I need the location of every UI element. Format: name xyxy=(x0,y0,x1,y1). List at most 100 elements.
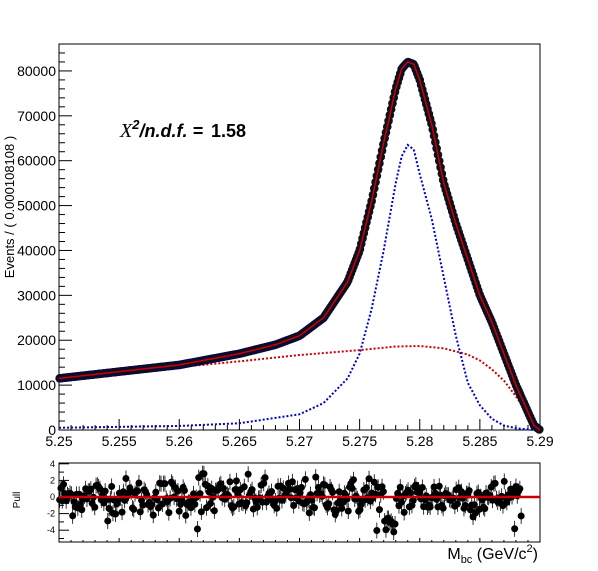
pull-x-axis-label: Mbc (GeV/c2) xyxy=(447,543,538,566)
main-x-tick-label: 5.29 xyxy=(526,433,553,449)
pull-y-tick-labels: 4 2 0 -2 -4 xyxy=(47,459,55,535)
pull-point xyxy=(130,505,138,513)
pull-point xyxy=(139,501,147,509)
pull-point xyxy=(430,483,438,491)
pull-point xyxy=(178,496,186,504)
pull-point xyxy=(370,478,378,486)
main-y-tick-label: 30000 xyxy=(17,287,56,303)
pull-point xyxy=(470,501,478,509)
chi2-text: /n.d.f. = xyxy=(138,121,203,141)
pull-point xyxy=(134,487,142,495)
pull-point xyxy=(365,475,373,483)
pull-point xyxy=(268,488,276,496)
x-label-rest: (GeV/c xyxy=(472,546,526,563)
pull-point xyxy=(210,507,218,515)
pull-point xyxy=(286,485,294,493)
pull-y-tick-label: 0 xyxy=(50,492,55,502)
pull-point xyxy=(230,503,238,511)
pull-point xyxy=(136,508,144,516)
pull-point xyxy=(297,483,305,491)
pull-point xyxy=(182,511,190,519)
pull-point xyxy=(200,470,208,478)
pull-point xyxy=(226,478,234,486)
pull-point xyxy=(426,503,434,511)
pull-point xyxy=(76,500,84,508)
pull-point xyxy=(310,504,318,512)
pull-point xyxy=(180,487,188,495)
main-y-axis-label: Events / ( 0.000108108 ) xyxy=(2,136,17,278)
pull-point xyxy=(87,485,95,493)
pull-point xyxy=(418,484,426,492)
main-x-tick-label: 5.27 xyxy=(286,433,313,449)
pull-point xyxy=(161,480,169,488)
pull-point xyxy=(439,504,447,512)
main-y-tick-label: 20000 xyxy=(17,332,56,348)
pull-point xyxy=(273,504,281,512)
pull-point xyxy=(174,487,182,495)
main-y-tick-label: 0 xyxy=(48,422,56,438)
pull-point xyxy=(344,507,352,515)
pull-point xyxy=(435,482,443,490)
main-plot-panel: 5.25 5.255 5.26 5.265 5.27 5.275 5.28 5.285 5.29… xyxy=(2,43,554,449)
pull-point xyxy=(338,504,346,512)
pull-point xyxy=(296,489,304,497)
pull-point xyxy=(191,500,199,508)
pull-point xyxy=(148,500,156,508)
pull-point xyxy=(356,506,364,514)
pull-point xyxy=(373,526,381,534)
pull-point xyxy=(135,479,143,487)
pull-point xyxy=(400,508,408,516)
pull-point xyxy=(409,496,417,504)
pull-point xyxy=(491,479,499,487)
main-x-tick-label: 5.255 xyxy=(102,433,137,449)
pull-point xyxy=(105,505,113,513)
pull-point xyxy=(118,508,126,516)
pull-point xyxy=(301,475,309,483)
pull-point xyxy=(329,488,337,496)
pull-point xyxy=(396,483,404,491)
pull-point xyxy=(481,505,489,513)
pull-point xyxy=(193,525,201,533)
pull-point xyxy=(240,483,248,491)
main-x-tick-label: 5.285 xyxy=(462,433,497,449)
x-label-sup: 2 xyxy=(527,543,533,555)
pull-point xyxy=(101,487,109,495)
pull-point xyxy=(197,508,205,516)
main-x-tick-label: 5.26 xyxy=(166,433,193,449)
chi2-symbol: X xyxy=(119,120,133,142)
pull-point xyxy=(219,484,227,492)
pull-point xyxy=(349,476,357,484)
pull-plot-panel: 420-2-4 Pull Mbc (GeV/c2) xyxy=(12,459,541,566)
pull-point xyxy=(453,500,461,508)
pull-point xyxy=(91,503,99,511)
pull-point xyxy=(348,484,356,492)
main-x-tick-label: 5.275 xyxy=(342,433,377,449)
pull-point xyxy=(149,511,157,519)
pull-point xyxy=(243,499,251,507)
x-label-sub: bc xyxy=(461,554,473,566)
pull-y-tick-label: -4 xyxy=(47,525,55,535)
pull-point xyxy=(175,507,183,515)
pull-point xyxy=(398,498,406,506)
pull-point xyxy=(465,487,473,495)
main-x-tick-label: 5.265 xyxy=(222,433,257,449)
pull-point xyxy=(112,510,120,518)
main-y-tick-label: 60000 xyxy=(17,153,56,169)
pull-point xyxy=(325,500,333,508)
pull-point xyxy=(407,489,415,497)
x-label-close: ) xyxy=(533,546,538,563)
pull-y-tick-label: 2 xyxy=(50,475,55,485)
pull-point xyxy=(516,485,524,493)
pull-point xyxy=(288,478,296,486)
pull-y-tick-label: -2 xyxy=(47,509,55,519)
pull-point xyxy=(165,509,173,517)
pull-point xyxy=(244,470,252,478)
pull-point xyxy=(305,509,313,517)
main-y-ticks xyxy=(59,43,72,431)
main-x-tick-label: 5.25 xyxy=(45,433,72,449)
pull-point xyxy=(390,528,398,536)
series-total-line xyxy=(58,61,541,431)
pull-point xyxy=(206,500,214,507)
pull-point xyxy=(391,520,399,528)
pull-point xyxy=(500,477,508,485)
